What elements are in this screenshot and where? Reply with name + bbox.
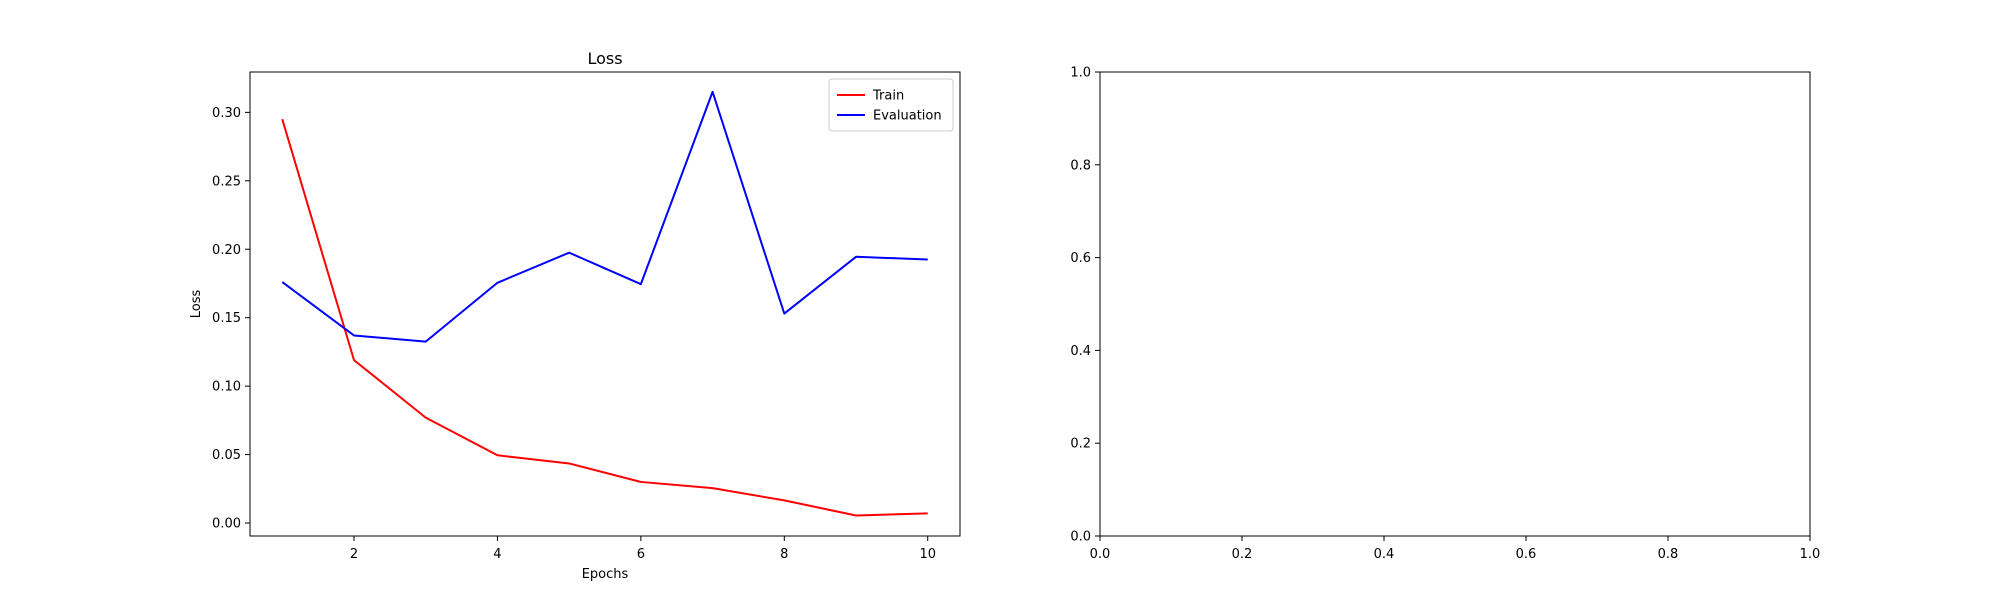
legend-label-evaluation: Evaluation: [873, 109, 942, 124]
series-line-evaluation: [281, 90, 928, 343]
legend-box: [828, 78, 954, 132]
y-tick-label: 0.05: [212, 448, 241, 463]
y-tick-label: 0.2: [1070, 437, 1091, 452]
y-tick-label: 0.15: [212, 311, 241, 326]
y-tick-label: 0.4: [1070, 344, 1091, 359]
loss-chart: 2 4 6 8 10 0.00 0.05 0.10 0.15 0.20 0.25 0.30 Loss Ep…: [189, 49, 961, 582]
x-tick-label: 4: [493, 547, 501, 562]
y-tick-label: 0.10: [212, 380, 241, 395]
plot-frame: [249, 71, 961, 537]
x-tick-label: 0.0: [1090, 547, 1111, 562]
y-tick-label: 0.30: [212, 106, 241, 121]
legend: Train Evaluation: [828, 78, 954, 132]
series-line-train: [281, 118, 928, 517]
y-axis-label: Loss: [189, 290, 204, 319]
x-tick-label: 0.6: [1516, 547, 1537, 562]
x-tick-label: 0.2: [1232, 547, 1253, 562]
x-tick-label: 10: [919, 547, 936, 562]
y-tick-label: 0.00: [212, 516, 241, 531]
x-tick-label: 2: [350, 547, 358, 562]
legend-label-train: Train: [872, 89, 904, 104]
x-tick-label: 0.8: [1658, 547, 1679, 562]
plot-frame: [1099, 71, 1811, 537]
y-tick-label: 0.0: [1070, 530, 1091, 545]
x-tick-label: 1.0: [1800, 547, 1821, 562]
x-tick-label: 8: [780, 547, 788, 562]
y-tick-label: 0.8: [1070, 158, 1091, 173]
x-axis-label: Epochs: [582, 567, 629, 582]
y-tick-label: 0.20: [212, 243, 241, 258]
chart-title: Loss: [587, 49, 622, 68]
y-tick-label: 0.25: [212, 174, 241, 189]
x-tick-label: 6: [637, 547, 645, 562]
x-tick-label: 0.4: [1374, 547, 1395, 562]
y-tick-label: 1.0: [1070, 66, 1091, 81]
empty-chart: 0.0 0.2 0.4 0.6 0.8 1.0 0.0 0.2 0.4 0.6 0.8 1.0: [1070, 66, 1820, 563]
y-tick-label: 0.6: [1070, 251, 1091, 266]
